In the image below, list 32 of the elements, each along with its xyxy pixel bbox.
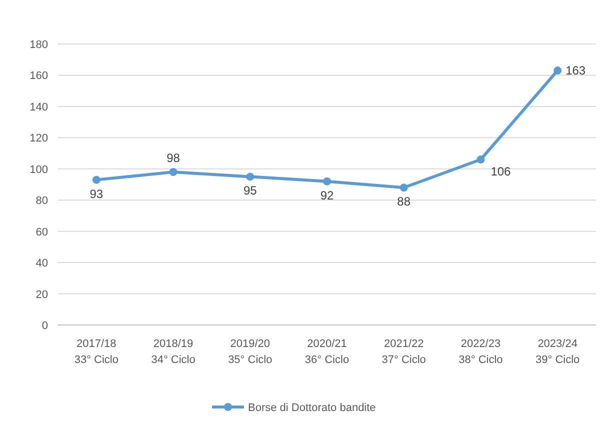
y-tick-label: 140 <box>30 101 48 114</box>
data-label: 163 <box>566 64 586 78</box>
point <box>554 66 562 75</box>
x-tick-label: 2019/20 35° Ciclo <box>228 338 272 366</box>
data-label: 93 <box>90 186 104 201</box>
legend-label: Borse di Dottorato bandite <box>248 402 376 414</box>
y-tick-label: 180 <box>30 39 48 51</box>
x-tick-label: 2023/24 39° Ciclo <box>536 338 580 366</box>
point <box>400 184 408 192</box>
y-tick-label: 0 <box>42 320 48 332</box>
x-tick-label: 2017/18 33° Ciclo <box>74 338 118 366</box>
y-tick-label: 160 <box>30 70 48 82</box>
y-tick-label: 100 <box>30 164 48 176</box>
y-tick-label: 80 <box>36 195 48 208</box>
y-tick-label: 40 <box>36 258 48 270</box>
x-tick-label: 2022/23 38° Ciclo <box>458 338 503 366</box>
y-tick-label: 20 <box>36 288 48 301</box>
point <box>169 168 178 176</box>
y-tick-label: 60 <box>36 226 48 238</box>
data-label: 95 <box>243 184 258 198</box>
point <box>92 176 100 184</box>
y-tick-label: 120 <box>30 132 48 145</box>
data-label: 98 <box>166 151 180 166</box>
data-label: 88 <box>397 194 411 209</box>
point <box>246 172 254 181</box>
x-tick-label: 2018/19 34° Ciclo <box>151 338 196 366</box>
point <box>323 177 331 186</box>
point <box>476 156 485 164</box>
data-label: 92 <box>320 188 334 202</box>
data-label: 106 <box>490 164 512 179</box>
x-tick-label: 2020/21 36° Ciclo <box>304 338 350 366</box>
x-tick-label: 2021/22 37° Ciclo <box>382 338 426 366</box>
